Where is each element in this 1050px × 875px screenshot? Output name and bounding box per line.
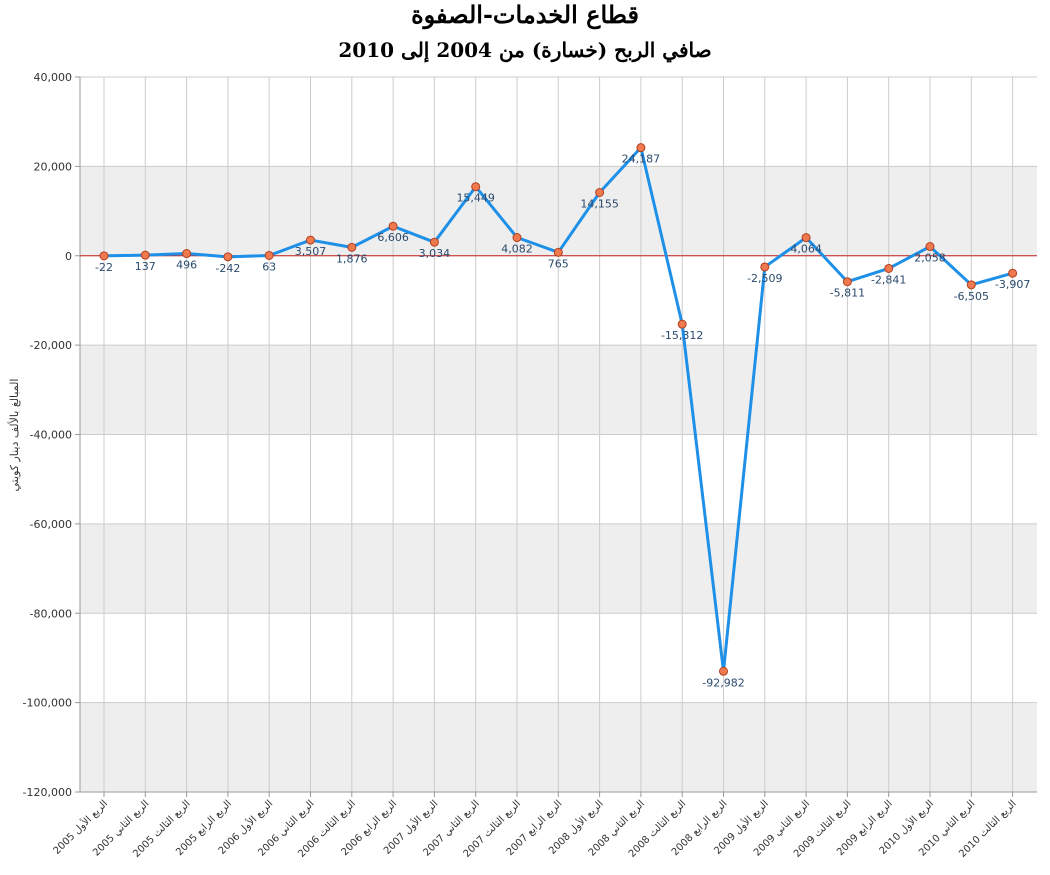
data-point: [884, 263, 894, 273]
data-label: 4,064: [790, 243, 822, 256]
data-point: [140, 250, 150, 260]
y-tick-label: 20,000: [34, 160, 73, 173]
data-label: 63: [262, 260, 276, 273]
y-tick-label: -40,000: [30, 429, 72, 442]
data-point: [760, 262, 770, 272]
data-label: -6,505: [954, 290, 989, 303]
data-point: [223, 252, 233, 262]
y-tick-label: 40,000: [34, 71, 73, 84]
y-tick-label: -20,000: [30, 339, 72, 352]
y-axis-label: المبالغ بالألف دينار كويتي: [7, 379, 21, 492]
y-tick-label: -120,000: [23, 786, 72, 799]
y-tick-label: 0: [65, 250, 72, 263]
data-point: [966, 280, 976, 290]
data-label: 14,155: [580, 197, 619, 210]
data-point: [429, 237, 439, 247]
data-label: -15,312: [661, 329, 703, 342]
data-point: [677, 319, 687, 329]
data-label: 496: [176, 259, 197, 272]
data-labels: -22 137 496 -242 63 3,507 1,876 6,606 3,034 15,44…: [95, 153, 1030, 690]
data-label: -3,907: [995, 278, 1030, 291]
data-point: [636, 143, 646, 153]
data-point: [719, 666, 728, 676]
chart-title: قطاع الخدمات-الصفوة: [411, 0, 639, 29]
data-label: 765: [548, 257, 569, 270]
y-tick-label: -60,000: [30, 518, 72, 531]
data-label: -2,841: [871, 273, 906, 286]
data-point: [388, 221, 398, 231]
data-label: 1,876: [336, 252, 368, 265]
y-tick-label: -100,000: [23, 697, 72, 710]
data-point: [801, 233, 811, 243]
chart-subtitle: صافي الربح (خسارة) من 2004 إلى 2010: [338, 38, 712, 62]
data-points: [99, 143, 1018, 676]
data-label: 3,507: [295, 245, 327, 258]
y-axis-ticks: 40,000 20,000 0 -20,000 -40,000 -60,000 -80,00…: [23, 71, 80, 799]
data-point: [347, 242, 357, 252]
data-point: [925, 242, 935, 252]
data-point: [842, 277, 852, 287]
data-label: -2,509: [747, 272, 782, 285]
data-label: -242: [215, 262, 240, 275]
data-label: -22: [95, 261, 113, 274]
y-tick-label: -80,000: [30, 607, 72, 620]
data-point: [182, 249, 192, 259]
data-point: [306, 235, 315, 245]
data-point: [595, 187, 605, 197]
data-label: 4,082: [501, 243, 533, 256]
data-label: -92,982: [702, 676, 744, 689]
data-label: 24,187: [622, 153, 661, 166]
grid-lines: [80, 76, 1037, 793]
data-point: [99, 251, 109, 261]
data-label: -5,811: [830, 287, 865, 300]
data-label: 15,449: [456, 192, 495, 205]
data-label: 6,606: [377, 231, 409, 244]
data-label: 3,034: [419, 247, 451, 260]
data-point: [553, 247, 563, 257]
data-label: 2,058: [914, 252, 946, 265]
data-point: [471, 182, 481, 192]
data-label: 137: [135, 260, 156, 273]
data-point: [1008, 268, 1018, 278]
data-point: [512, 233, 522, 243]
data-point: [264, 250, 274, 260]
